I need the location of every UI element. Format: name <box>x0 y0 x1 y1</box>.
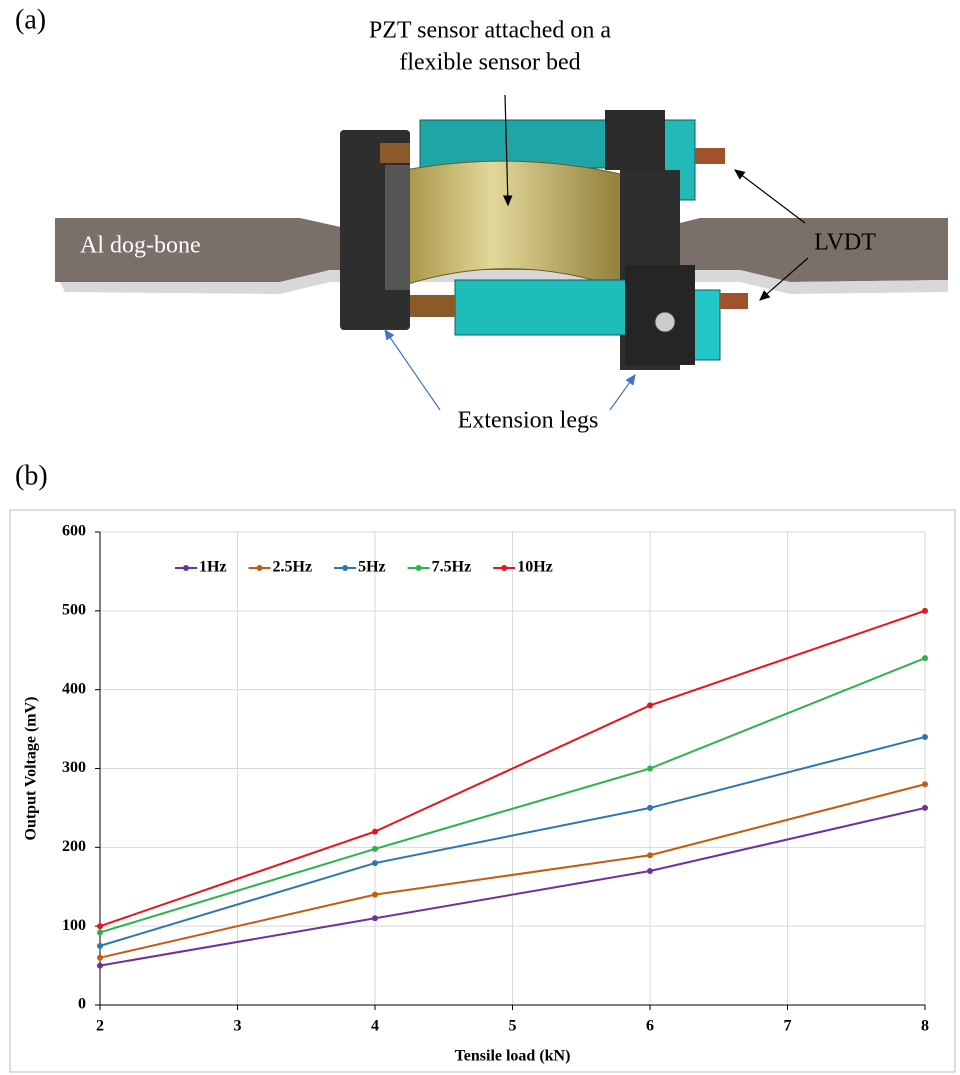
data-point <box>372 915 378 922</box>
x-tick-label: 2 <box>96 1018 104 1035</box>
legend-swatch <box>342 565 349 571</box>
y-tick-label: 400 <box>62 680 86 697</box>
legend-label: 1Hz <box>199 559 227 576</box>
chart-frame <box>9 509 956 1073</box>
data-point <box>922 607 928 614</box>
data-point <box>922 804 928 811</box>
y-tick-label: 600 <box>62 523 86 540</box>
series-line <box>99 735 926 947</box>
arrow <box>384 329 441 411</box>
data-point <box>372 891 378 898</box>
data-point <box>372 828 378 835</box>
illustration <box>55 110 948 370</box>
arrow <box>759 257 809 301</box>
data-point <box>97 942 103 949</box>
y-tick-label: 300 <box>62 759 86 776</box>
x-tick-label: 7 <box>784 1018 792 1035</box>
annotation: Al dog-bone <box>80 233 201 259</box>
annotation: LVDT <box>814 230 876 256</box>
legend-label: 7.5Hz <box>432 559 472 576</box>
legend-swatch <box>183 565 189 571</box>
series-line <box>99 609 926 928</box>
data-point <box>647 702 653 709</box>
y-tick-label: 500 <box>62 602 86 619</box>
data-point <box>647 867 653 874</box>
x-tick-label: 5 <box>509 1018 517 1035</box>
data-point <box>922 655 928 662</box>
data-point <box>372 860 378 867</box>
data-point <box>97 929 103 936</box>
y-tick-label: 100 <box>62 917 86 934</box>
arrow <box>609 374 636 411</box>
legend-label: 5Hz <box>358 559 386 576</box>
arrow <box>502 94 513 207</box>
panel-label: (b) <box>15 460 48 491</box>
data-point <box>647 765 653 772</box>
data-point <box>922 781 928 788</box>
data-point <box>97 923 103 930</box>
x-tick-label: 4 <box>371 1018 379 1035</box>
legend-label: 10Hz <box>517 559 553 576</box>
y-tick-label: 200 <box>62 838 86 855</box>
panel-label: (a) <box>15 4 46 35</box>
annotation: PZT sensor attached on a <box>369 18 612 44</box>
x-tick-label: 8 <box>921 1018 929 1035</box>
legend-swatch <box>415 565 422 571</box>
series-line <box>99 657 926 934</box>
series-line <box>99 806 926 967</box>
data-point <box>97 962 103 969</box>
data-point <box>97 954 103 961</box>
legend-swatch <box>501 565 508 571</box>
x-tick-label: 6 <box>646 1018 654 1035</box>
x-tick-label: 3 <box>234 1018 242 1035</box>
y-axis-label: Output Voltage (mV) <box>23 696 40 840</box>
y-tick-label: 0 <box>78 996 86 1013</box>
x-axis-label: Tensile load (kN) <box>455 1048 571 1065</box>
annotation: flexible sensor bed <box>399 50 580 76</box>
legend-label: 2.5Hz <box>273 559 313 576</box>
data-point <box>647 852 653 859</box>
legend-swatch <box>256 565 263 571</box>
data-point <box>372 845 378 852</box>
data-point <box>922 733 928 740</box>
series-line <box>99 783 926 959</box>
arrow <box>734 169 806 224</box>
annotation: Extension legs <box>458 408 599 434</box>
data-point <box>647 804 653 811</box>
